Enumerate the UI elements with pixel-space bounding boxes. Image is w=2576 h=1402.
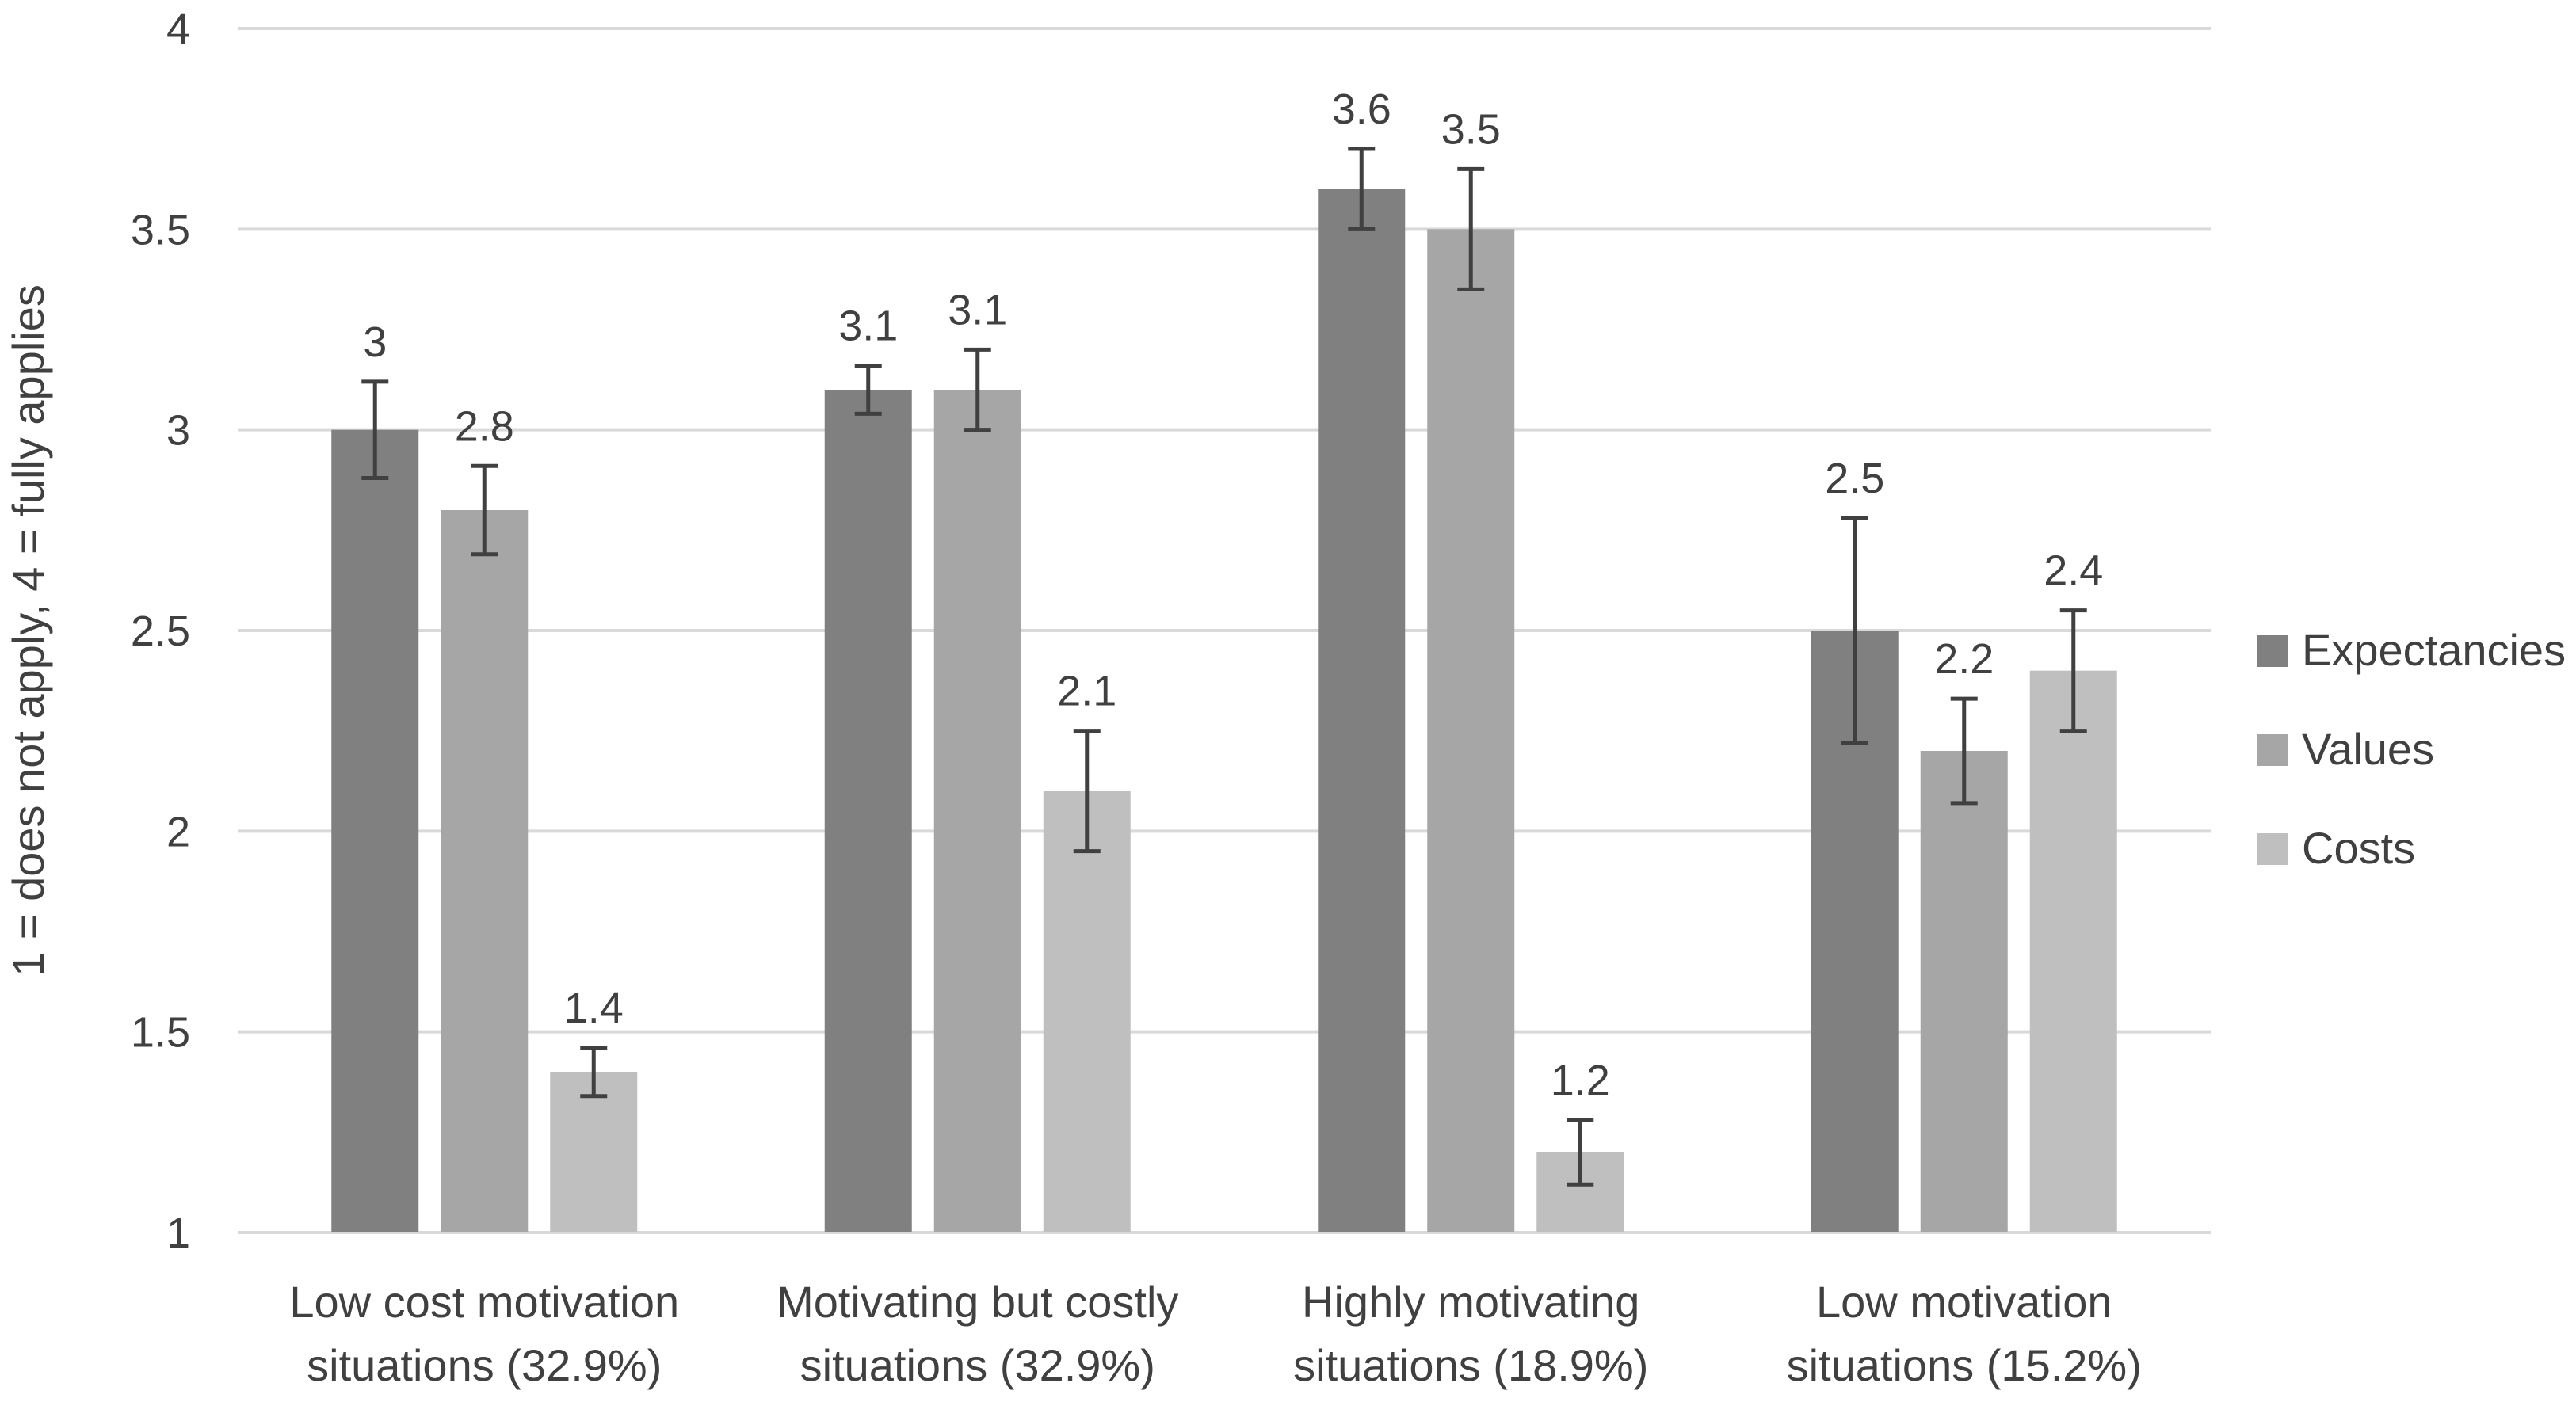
x-category-label: Highly motivating situations (18.9%) — [1293, 1277, 1648, 1390]
bar-values — [1920, 751, 2008, 1232]
x-category-label-line: Low motivation — [1816, 1277, 2112, 1327]
legend: Expectancies Values Costs — [2257, 625, 2566, 873]
bar-expectancies — [824, 390, 912, 1232]
y-axis-title: 1 = does not apply, 4 = fully applies — [3, 284, 53, 977]
bars — [331, 189, 2117, 1233]
y-tick-label: 3 — [166, 407, 190, 455]
x-category-label-line: Low cost motivation — [289, 1277, 679, 1327]
data-label: 2.8 — [455, 402, 514, 450]
data-label: 2.1 — [1057, 668, 1116, 715]
data-label: 3.1 — [838, 303, 898, 350]
x-category-label: Motivating but costly situations (32.9%) — [777, 1277, 1178, 1390]
x-category-label: Low motivation situations (15.2%) — [1787, 1277, 2142, 1390]
error-bar — [471, 463, 498, 557]
legend-label: Values — [2302, 724, 2434, 774]
bar-costs — [550, 1072, 638, 1232]
data-label: 3 — [363, 318, 387, 366]
x-category-label-line: situations (18.9%) — [1293, 1340, 1648, 1390]
y-tick-label: 2.5 — [131, 608, 190, 655]
error-bar — [580, 1046, 608, 1099]
data-label: 3.6 — [1332, 86, 1391, 133]
data-label: 1.2 — [1551, 1057, 1610, 1104]
y-tick-label: 2 — [166, 808, 190, 855]
x-category-label-line: situations (15.2%) — [1787, 1340, 2142, 1390]
y-tick-label: 1.5 — [131, 1009, 190, 1057]
data-label: 3.5 — [1441, 105, 1501, 153]
error-bar — [2059, 608, 2087, 733]
legend-item-costs: Costs — [2257, 823, 2415, 873]
legend-item-values: Values — [2257, 724, 2434, 774]
error-bar — [964, 347, 991, 432]
error-bar — [361, 379, 389, 480]
error-bar — [1841, 516, 1868, 745]
x-category-label-line: situations (32.9%) — [800, 1340, 1155, 1390]
data-label: 1.4 — [564, 985, 624, 1032]
y-tick-label: 3.5 — [131, 206, 190, 253]
x-category-label-line: Highly motivating — [1302, 1277, 1639, 1327]
error-bar — [1348, 147, 1376, 231]
data-label: 2.4 — [2044, 547, 2103, 595]
error-bar — [1457, 166, 1485, 291]
legend-swatch — [2257, 833, 2288, 865]
data-labels: 3 2.8 1.4 3.1 3.1 2.1 3.6 3.5 1.2 2.5 2.2 2.4 — [363, 86, 2103, 1104]
legend-item-expectancies: Expectancies — [2257, 625, 2566, 675]
bar-costs — [2029, 670, 2117, 1232]
error-bar — [1567, 1118, 1594, 1187]
data-label: 3.1 — [948, 286, 1007, 333]
error-bar — [854, 364, 882, 416]
x-category-label-line: Motivating but costly — [777, 1277, 1178, 1327]
bar-values — [933, 390, 1021, 1232]
bar-expectancies — [1318, 189, 1406, 1233]
error-bars — [361, 147, 2087, 1187]
bar-expectancies — [331, 429, 419, 1232]
y-axis-ticks: 1 1.5 2 2.5 3 3.5 4 — [131, 6, 190, 1257]
legend-label: Expectancies — [2302, 625, 2566, 675]
bar-values — [441, 510, 529, 1232]
y-tick-label: 1 — [166, 1210, 190, 1257]
bar-costs — [1043, 791, 1131, 1232]
x-category-label-line: situations (32.9%) — [307, 1340, 662, 1390]
bar-values — [1427, 229, 1515, 1232]
legend-swatch — [2257, 734, 2288, 766]
error-bar — [1950, 696, 1978, 806]
gridlines — [238, 27, 2211, 1234]
y-tick-label: 4 — [166, 6, 190, 53]
x-axis-categories: Low cost motivation situations (32.9%)Mot… — [289, 1277, 2142, 1390]
legend-label: Costs — [2302, 823, 2415, 873]
x-category-label: Low cost motivation situations (32.9%) — [289, 1277, 679, 1390]
legend-swatch — [2257, 635, 2288, 667]
data-label: 2.2 — [1934, 635, 1994, 683]
error-bar — [1073, 729, 1101, 854]
data-label: 2.5 — [1825, 455, 1884, 502]
